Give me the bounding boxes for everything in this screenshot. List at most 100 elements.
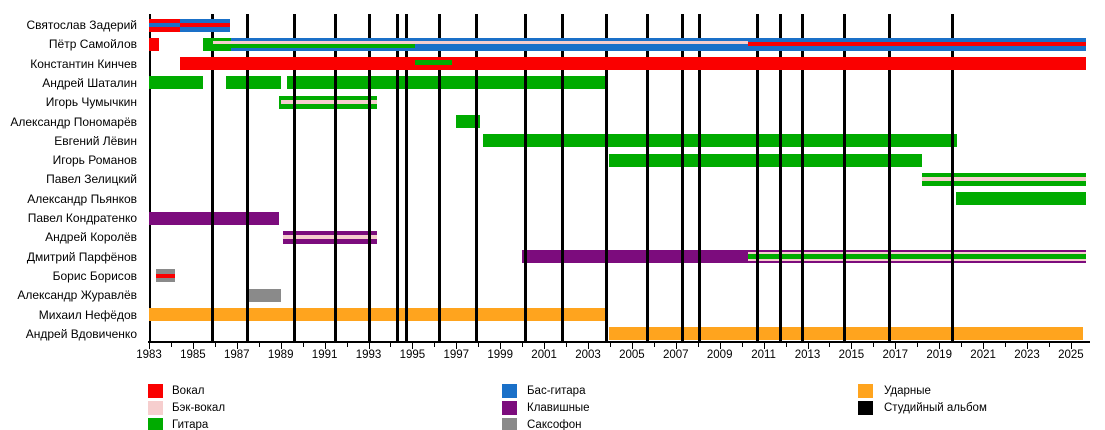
x-axis-major-tick <box>500 343 502 349</box>
x-axis-tick-label: 2019 <box>926 349 952 361</box>
x-axis-major-tick <box>1027 343 1028 349</box>
x-axis-tick-label: 2017 <box>882 349 909 361</box>
x-axis-tick-label: 2003 <box>575 349 601 361</box>
role-bar-guitar <box>149 76 203 90</box>
x-axis-major-tick <box>588 343 589 349</box>
x-axis-minor-tick <box>653 343 655 347</box>
x-axis-tick-label: 1997 <box>443 349 470 361</box>
studio-album-line <box>888 14 892 341</box>
x-axis-minor-tick <box>1005 343 1007 347</box>
legend-label-bass: Бас-гитара <box>527 385 586 397</box>
member-name: Павел Зелицкий <box>46 172 137 187</box>
legend-swatch-back_vocal <box>148 401 163 415</box>
x-axis-minor-tick <box>609 343 611 347</box>
studio-album-line <box>755 14 759 341</box>
x-axis-major-tick <box>368 343 370 349</box>
studio-album-line <box>405 14 409 341</box>
x-axis-minor-tick <box>258 343 260 347</box>
x-axis-minor-tick <box>566 343 568 347</box>
role-bar-back_vocal <box>212 41 749 44</box>
x-axis-major-tick <box>149 343 150 349</box>
role-bar-guitar <box>608 153 922 167</box>
x-axis-major-tick <box>763 343 765 349</box>
studio-album-line <box>645 14 649 341</box>
x-axis-major-tick <box>544 343 546 349</box>
member-name: Евгений Лёвин <box>54 133 137 148</box>
x-axis-major-tick <box>719 343 721 349</box>
legend-swatch-drums <box>858 384 873 398</box>
x-axis-major-tick <box>412 343 414 349</box>
studio-album-line <box>211 14 215 341</box>
studio-album-line <box>293 14 297 341</box>
x-axis-minor-tick <box>170 343 172 347</box>
role-bar-drums <box>149 308 607 321</box>
legend-label-keyboards: Клавишные <box>527 402 590 414</box>
studio-album-line <box>561 14 565 341</box>
x-axis-minor-tick <box>302 343 304 347</box>
studio-album-line <box>523 14 527 341</box>
member-name: Андрей Королёв <box>45 230 137 245</box>
x-axis-minor-tick <box>917 343 919 347</box>
studio-album-line <box>474 14 478 341</box>
member-name: Александр Пьянков <box>27 191 137 206</box>
legend-label-drums: Ударные <box>884 385 931 397</box>
member-name: Игорь Романов <box>52 153 137 168</box>
role-bar-guitar <box>955 192 1087 206</box>
x-axis-minor-tick <box>697 343 699 347</box>
y-axis-line <box>148 14 151 341</box>
x-axis-minor-tick <box>873 343 875 347</box>
member-name: Александр Журавлёв <box>17 288 137 303</box>
role-bar-bass <box>149 23 180 27</box>
x-axis-major-tick <box>192 343 194 349</box>
x-axis-major-tick <box>280 343 282 349</box>
x-axis-minor-tick <box>346 343 348 347</box>
role-bar-guitar <box>748 253 1087 260</box>
studio-album-line <box>843 14 847 341</box>
x-axis-minor-tick <box>434 343 436 347</box>
role-bar-vocal <box>179 23 231 27</box>
role-bar-vocal <box>179 57 1087 71</box>
x-axis-tick-label: 2025 <box>1058 349 1084 361</box>
x-axis-tick-label: 1987 <box>224 349 250 361</box>
studio-album-line <box>680 14 684 341</box>
studio-album-line <box>438 14 442 341</box>
x-axis-tick-label: 2001 <box>531 349 557 361</box>
x-axis-minor-tick <box>478 343 480 347</box>
role-bar-guitar <box>414 59 452 66</box>
legend-label-guitar: Гитара <box>172 419 209 430</box>
member-name: Александр Пономарёв <box>10 114 137 129</box>
member-name: Борис Борисов <box>52 268 137 283</box>
studio-album-line <box>605 14 609 341</box>
legend-label-sax: Саксофон <box>527 419 582 430</box>
x-axis-tick-label: 2021 <box>970 349 996 361</box>
legend-swatch-keyboards <box>502 401 517 415</box>
role-bar-guitar <box>231 44 415 48</box>
member-name: Константин Кинчев <box>30 56 137 71</box>
legend-swatch-sax <box>502 418 517 430</box>
role-bar-back_vocal <box>921 177 1087 181</box>
legend-swatch-vocal <box>148 384 163 398</box>
x-axis-minor-tick <box>214 343 216 347</box>
member-name: Игорь Чумычкин <box>45 95 137 110</box>
x-axis-tick-label: 2005 <box>619 349 645 361</box>
studio-album-line <box>368 14 372 341</box>
x-axis-tick-label: 2013 <box>794 349 821 361</box>
role-bar-guitar <box>202 37 232 51</box>
role-bar-guitar <box>482 134 957 148</box>
x-axis-major-tick <box>675 343 677 349</box>
x-axis-major-tick <box>236 343 238 349</box>
studio-album-line <box>246 14 250 341</box>
x-axis-tick-label: 2009 <box>706 349 733 361</box>
member-name: Дмитрий Парфёнов <box>26 249 137 264</box>
studio-album-line <box>334 14 338 341</box>
x-axis-major-tick <box>1070 343 1072 349</box>
x-axis-major-tick <box>456 343 458 349</box>
legend-swatch-album <box>858 401 873 415</box>
legend-label-back_vocal: Бэк-вокал <box>172 402 226 414</box>
role-bar-vocal <box>155 273 176 279</box>
role-bar-back_vocal <box>280 100 378 104</box>
member-name: Андрей Шаталин <box>42 75 137 90</box>
x-axis-major-tick <box>631 343 633 349</box>
x-axis-major-tick <box>807 343 809 349</box>
